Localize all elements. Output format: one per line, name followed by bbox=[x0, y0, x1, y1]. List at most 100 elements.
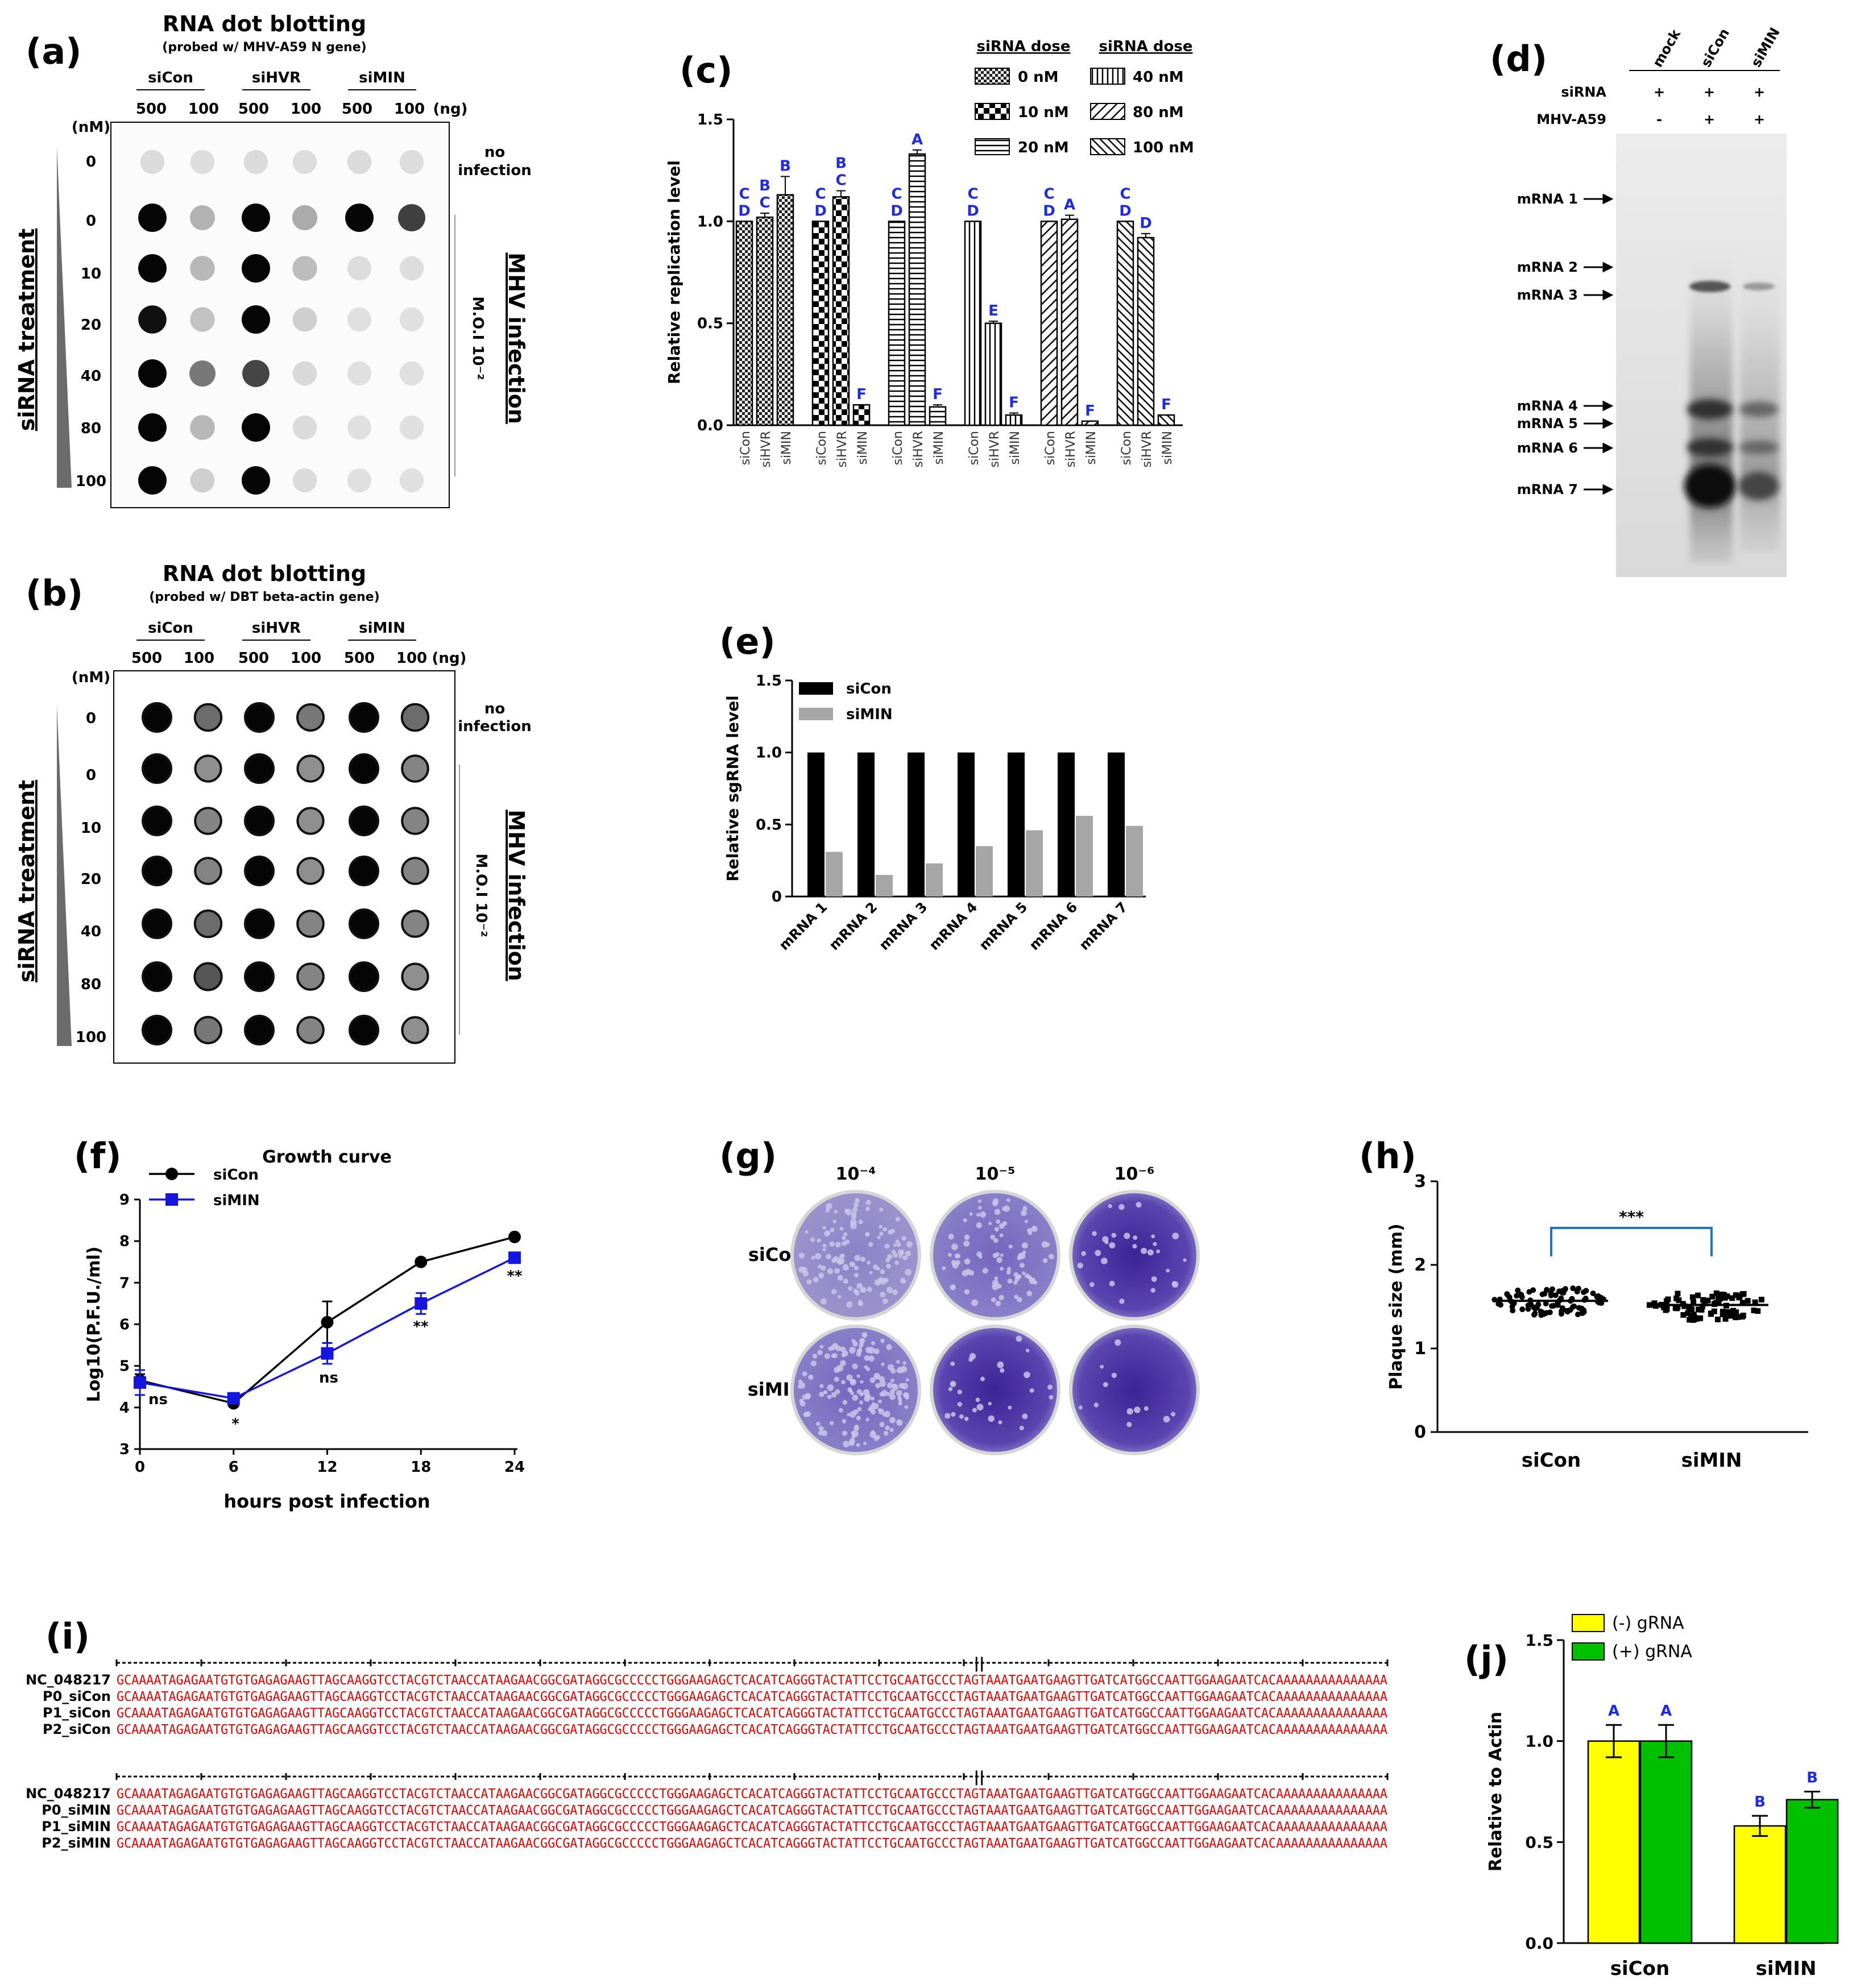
dose-unit: (nM) bbox=[72, 669, 110, 686]
plaque bbox=[1118, 1203, 1125, 1210]
dose-label: 0 bbox=[86, 767, 96, 784]
bar bbox=[807, 752, 825, 897]
blot-dot bbox=[190, 415, 215, 440]
data-point bbox=[1697, 1315, 1704, 1321]
data-point bbox=[1583, 1288, 1589, 1294]
blot-dot bbox=[349, 753, 379, 784]
plaque bbox=[995, 1252, 1000, 1257]
plaque bbox=[1014, 1294, 1018, 1300]
y-tick-label: 2 bbox=[1414, 1255, 1426, 1275]
significance-letter: C bbox=[1120, 185, 1130, 202]
blot-dot bbox=[244, 806, 275, 836]
plaque bbox=[879, 1231, 884, 1236]
plaque bbox=[978, 1206, 982, 1210]
panel-h-letter: (h) bbox=[1359, 1135, 1416, 1177]
plaque bbox=[815, 1421, 821, 1426]
data-point bbox=[1686, 1305, 1692, 1312]
x-tick-label: siCon bbox=[1610, 1957, 1669, 1980]
treatment-label: siRNA treatment bbox=[14, 229, 39, 431]
sequence-row: GCAAAATAGAGAATGTGTGAGAGAAGTTAGCAAGGTCCTA… bbox=[117, 1690, 1387, 1704]
plaque-spots bbox=[797, 1198, 1187, 1448]
blot-dot bbox=[242, 305, 270, 334]
y-axis-label: Relative replication level bbox=[665, 160, 683, 384]
plaque bbox=[904, 1405, 909, 1409]
plaque bbox=[905, 1250, 912, 1257]
amount-unit: (ng) bbox=[433, 101, 468, 118]
data-point bbox=[1699, 1304, 1705, 1310]
row-value: + bbox=[1654, 84, 1665, 100]
plaque bbox=[1022, 1271, 1026, 1275]
data-point bbox=[1708, 1310, 1714, 1317]
significance-letter: F bbox=[856, 386, 867, 403]
plaque bbox=[883, 1431, 889, 1436]
plaque bbox=[950, 1381, 955, 1386]
data-point bbox=[1730, 1308, 1737, 1314]
plaque bbox=[944, 1413, 951, 1419]
plaque bbox=[859, 1301, 864, 1306]
band-label: mRNA 3 bbox=[1517, 287, 1578, 303]
plaque bbox=[838, 1257, 845, 1264]
panel-j-letter: (j) bbox=[1464, 1638, 1509, 1680]
plaque bbox=[1119, 1298, 1125, 1304]
band-label: mRNA 5 bbox=[1517, 416, 1578, 431]
plaque bbox=[856, 1443, 860, 1447]
blot-dot bbox=[244, 908, 275, 939]
plaque bbox=[852, 1363, 858, 1369]
plaque bbox=[822, 1248, 826, 1252]
significance-letter: B bbox=[780, 157, 791, 175]
plaque bbox=[884, 1243, 890, 1249]
legend-label: siCon bbox=[213, 1167, 259, 1184]
significance-annotation: ns bbox=[319, 1369, 338, 1387]
plaque bbox=[1171, 1412, 1176, 1417]
significance-letter: C bbox=[835, 172, 846, 189]
amount-label: 100 bbox=[188, 101, 219, 118]
plaque bbox=[842, 1236, 846, 1240]
blot-dot bbox=[138, 359, 167, 388]
dose-label: 10 bbox=[81, 820, 101, 837]
plaque bbox=[837, 1275, 844, 1281]
plaque bbox=[889, 1393, 896, 1400]
y-tick-label: 9 bbox=[119, 1192, 130, 1209]
plaque bbox=[817, 1350, 823, 1355]
row-value: + bbox=[1754, 84, 1765, 100]
legend-label: (+) gRNA bbox=[1612, 1642, 1692, 1662]
legend-title: siRNA dose bbox=[1099, 38, 1193, 55]
data-point bbox=[1562, 1286, 1568, 1292]
data-point bbox=[321, 1347, 334, 1360]
plaque bbox=[853, 1288, 859, 1294]
plaque bbox=[1022, 1206, 1027, 1211]
plaque bbox=[980, 1376, 985, 1381]
data-point bbox=[1518, 1292, 1524, 1298]
plaque bbox=[823, 1390, 827, 1394]
blot-dot bbox=[190, 205, 215, 230]
blot-dot bbox=[401, 1016, 429, 1044]
blot-dot bbox=[292, 150, 317, 175]
blot-dot bbox=[142, 961, 172, 992]
blot-dot bbox=[400, 703, 430, 732]
data-point bbox=[1733, 1292, 1739, 1298]
plaque bbox=[976, 1222, 983, 1229]
sequence-row: GCAAAATAGAGAATGTGTGAGAGAAGTTAGCAAGGTCCTA… bbox=[117, 1723, 1387, 1737]
panel-b-subtitle: (probed w/ DBT beta-actin gene) bbox=[149, 590, 379, 604]
significance-annotation: ns bbox=[148, 1391, 168, 1408]
plaque bbox=[964, 1234, 970, 1240]
plaque bbox=[894, 1260, 899, 1265]
plaque bbox=[821, 1430, 828, 1437]
plaque bbox=[980, 1211, 987, 1218]
plaque bbox=[1021, 1210, 1027, 1217]
bar bbox=[1126, 825, 1143, 897]
amount-label: 100 bbox=[394, 101, 425, 118]
significance-letter: D bbox=[1140, 215, 1152, 232]
x-tick-label: 6 bbox=[229, 1459, 239, 1476]
data-point bbox=[1551, 1302, 1557, 1309]
data-point bbox=[1739, 1300, 1746, 1306]
dose-label: 0 bbox=[86, 153, 96, 171]
legend-swatch bbox=[1090, 138, 1125, 155]
blot-dot bbox=[138, 204, 167, 232]
plaque bbox=[818, 1272, 825, 1279]
plaque bbox=[829, 1241, 835, 1247]
y-tick-label: 8 bbox=[119, 1233, 130, 1250]
plaque bbox=[948, 1234, 954, 1240]
plaque bbox=[971, 1299, 978, 1306]
ruler-break: || bbox=[974, 1769, 985, 1786]
